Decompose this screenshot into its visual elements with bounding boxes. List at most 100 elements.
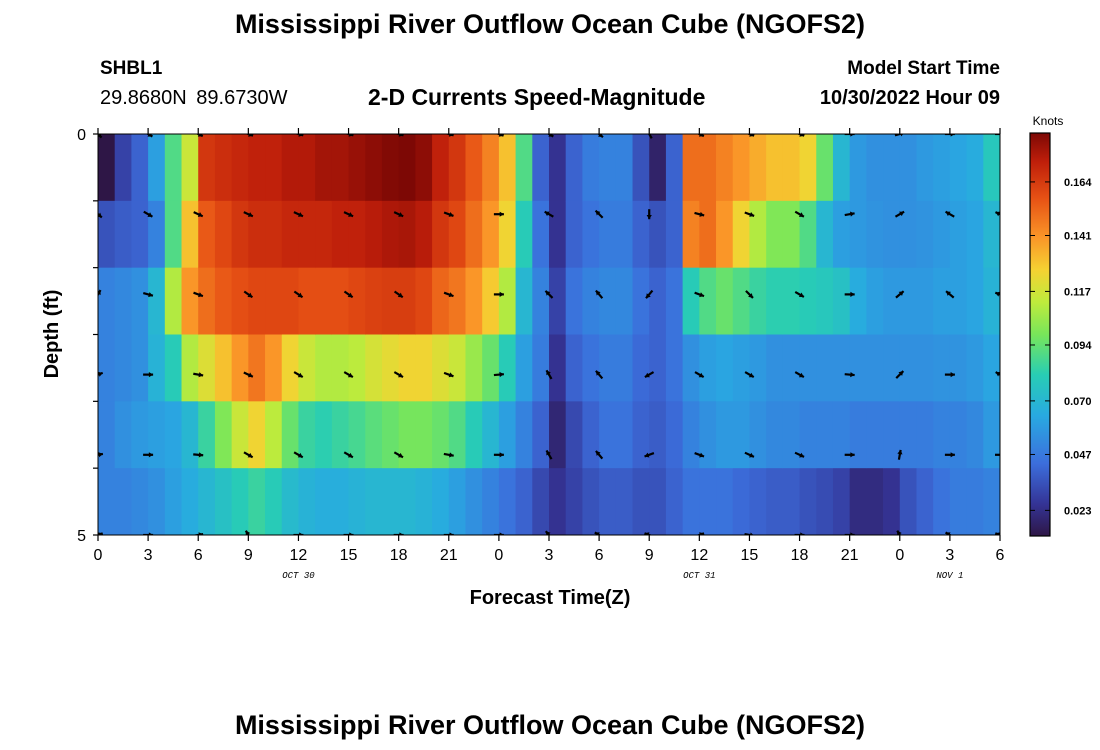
current-vector xyxy=(694,371,705,379)
heatmap-cell xyxy=(432,267,450,336)
heatmap-cell xyxy=(565,334,583,402)
heatmap-cell xyxy=(615,334,634,402)
current-vector xyxy=(293,211,304,218)
current-vector xyxy=(994,291,1000,297)
current-vector xyxy=(944,371,955,378)
heatmap-cell xyxy=(632,334,650,402)
heatmap-cell xyxy=(866,401,884,469)
heatmap-cell xyxy=(983,468,1000,535)
heatmap-cell xyxy=(198,468,216,535)
current-vector xyxy=(944,134,955,137)
heatmap-cell xyxy=(899,134,918,202)
heatmap-cell xyxy=(298,334,316,402)
model-start-value: 10/30/2022 Hour 09 xyxy=(819,87,1000,109)
heatmap-cell xyxy=(565,401,583,469)
heatmap-cell xyxy=(515,334,533,402)
x-tick-label: 6 xyxy=(595,547,604,564)
heatmap-cell xyxy=(782,200,801,269)
current-vector xyxy=(343,211,354,218)
current-vector xyxy=(393,211,404,218)
heatmap-cell xyxy=(298,401,316,469)
current-vector xyxy=(594,531,602,535)
heatmap-cell xyxy=(148,267,166,336)
current-vector xyxy=(794,532,805,535)
current-vector xyxy=(844,532,855,535)
x-tick-label: 12 xyxy=(290,547,308,564)
heatmap-cell xyxy=(298,200,316,269)
heatmap-cell xyxy=(348,134,366,202)
colorbar-unit-label: Knots xyxy=(1033,114,1064,128)
heatmap-cell xyxy=(782,334,801,402)
heatmap-cell xyxy=(131,134,149,202)
heatmap-cell xyxy=(665,334,684,402)
current-vector xyxy=(645,289,654,299)
colorbar-scale xyxy=(1029,132,1051,537)
current-vector xyxy=(644,532,653,535)
heatmap-cell xyxy=(549,200,567,269)
heatmap-cell xyxy=(716,334,734,402)
heatmap-cell xyxy=(331,134,350,202)
heatmap-cell xyxy=(599,134,617,202)
heatmap-cell xyxy=(498,468,517,535)
heatmap-cell xyxy=(482,267,500,336)
heatmap-cell xyxy=(482,134,500,202)
heatmap-cell xyxy=(348,468,366,535)
heatmap-cell xyxy=(98,468,116,535)
colorbar: Knots 0.023 0.047 0.070 0.094 0.117 0.141 0.16… xyxy=(1029,114,1092,537)
heatmap-cell xyxy=(248,267,266,336)
heatmap-cell xyxy=(883,200,901,269)
current-vector xyxy=(945,531,953,535)
heatmap-cell xyxy=(682,200,700,269)
heatmap-cell xyxy=(331,334,350,402)
current-vector xyxy=(98,532,104,535)
heatmap-cell xyxy=(582,468,600,535)
heatmap-cell xyxy=(381,468,400,535)
heatmap-cell xyxy=(832,401,851,469)
heatmap-cell xyxy=(816,468,834,535)
heatmap-cell xyxy=(682,334,700,402)
heatmap-cell xyxy=(599,401,617,469)
heatmap-cell xyxy=(732,401,751,469)
heatmap-cell xyxy=(866,134,884,202)
heatmap-cell xyxy=(949,267,968,336)
current-vector xyxy=(794,451,805,458)
x-tick-label: 9 xyxy=(645,547,654,564)
current-vectors xyxy=(98,134,1000,535)
heatmap-cell xyxy=(849,134,867,202)
heatmap-cell xyxy=(198,401,216,469)
heatmap-cell xyxy=(749,334,767,402)
heatmap-cell xyxy=(331,200,350,269)
heatmap-cell xyxy=(766,401,784,469)
heatmap-cell xyxy=(766,334,784,402)
current-vector xyxy=(894,134,905,137)
current-vector xyxy=(794,290,805,298)
heatmap-cell xyxy=(281,468,300,535)
heatmap-cell xyxy=(632,401,650,469)
heatmap-cell xyxy=(749,200,767,269)
heatmap-cell xyxy=(849,267,867,336)
heatmap-cell xyxy=(98,267,116,336)
heatmap-cell xyxy=(615,468,634,535)
heatmap-cell xyxy=(782,267,801,336)
current-vector xyxy=(597,134,604,139)
heatmap-cell xyxy=(331,267,350,336)
heatmap-cell xyxy=(415,334,433,402)
heatmap-cell xyxy=(415,468,433,535)
heatmap-cell xyxy=(682,401,700,469)
heatmap-cell xyxy=(398,134,416,202)
current-vector xyxy=(945,210,955,218)
heatmap-cell xyxy=(532,401,550,469)
heatmap-cell xyxy=(532,134,550,202)
heatmap-cell xyxy=(599,334,617,402)
current-vector xyxy=(745,290,754,299)
current-vector xyxy=(544,290,554,299)
heatmap-cell xyxy=(515,401,533,469)
heatmap-cell xyxy=(465,334,483,402)
heatmap-cell xyxy=(281,401,300,469)
current-vector xyxy=(844,211,855,217)
x-tick-label: 12 xyxy=(690,547,708,564)
current-vector xyxy=(443,452,454,458)
heatmap-cell xyxy=(381,267,400,336)
heatmap-cell xyxy=(599,200,617,269)
